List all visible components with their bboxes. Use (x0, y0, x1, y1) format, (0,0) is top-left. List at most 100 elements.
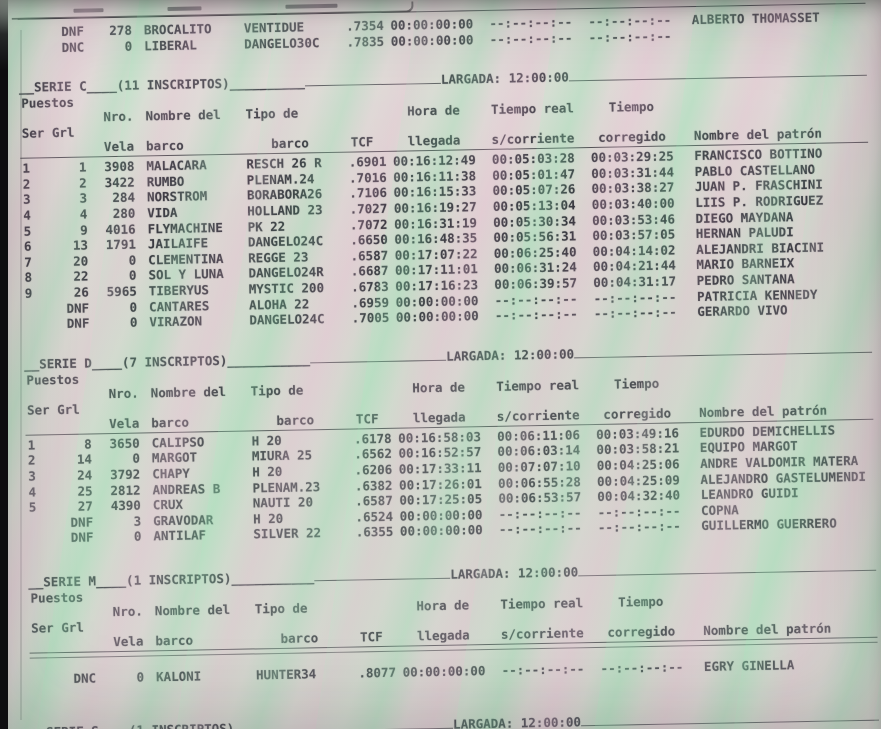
cell-nro-vela: 3792 (110, 466, 141, 483)
cell-nro-vela: 0 (129, 314, 138, 330)
cell-tcf: .7106 (349, 185, 388, 201)
cell-tipo-barco: PLENAM.24 (246, 171, 315, 188)
header-vela: Vela (109, 415, 140, 431)
cell-pos-serie: 1 (27, 437, 36, 453)
cell-nro-vela: 5965 (106, 283, 137, 300)
cell-nro-vela: 278 (109, 22, 133, 39)
header-nombre-del: Nombre del (150, 383, 227, 401)
header-barco: barco (145, 137, 184, 154)
cell-pos-general: 1 (78, 159, 87, 175)
cell-pos-serie: 4 (23, 207, 32, 223)
series-c-rows: 1 1 3908 MALACARA RESCH 26 R .6901 00:16… (20, 145, 871, 332)
cell-hora-llegada: 00:00:00:00 (395, 308, 479, 325)
underline (578, 558, 877, 577)
cell-hora-llegada: 00:17:07:22 (394, 245, 478, 263)
cell-hora-llegada: 00:00:00:00 (399, 522, 483, 539)
cell-hora-llegada: 00:16:19:27 (393, 199, 477, 216)
cell-pos-general: 4 (79, 206, 88, 222)
header-s-corriente: s/corriente (500, 625, 584, 642)
cell-nro-vela: 4390 (110, 497, 141, 514)
cell-tiempo-corregido: 00:04:21:44 (592, 257, 676, 275)
cell-tcf: .7072 (349, 216, 388, 233)
cell-patron (678, 36, 866, 40)
cell-pos-general: DNC (73, 670, 97, 686)
cell-nro-vela: 284 (112, 189, 136, 206)
result-row: DNC 0 KALONI HUNTER34 .8077 00:00:00:00 … (30, 656, 878, 688)
cell-tiempo-corregido: 00:03:49:16 (596, 425, 680, 442)
cell-pos-general: 26 (73, 284, 89, 300)
header-nombre-del: Nombre del (145, 107, 221, 124)
header-tipo-de: Tipo de (254, 600, 308, 617)
cell-pos-serie: 9 (24, 285, 33, 301)
header-tiempo: Tiempo (618, 593, 664, 610)
cell-hora-llegada: 00:16:52:57 (398, 444, 482, 461)
cell-patron: EGRY GINELLA (703, 657, 795, 674)
cell-tiempo-corregido: 00:03:53:46 (591, 210, 676, 228)
cell-tipo-barco: MIURA 25 (251, 447, 313, 464)
cell-nro-vela: 2812 (110, 482, 141, 498)
cell-pos-serie: 2 (27, 452, 36, 468)
cell-tipo-barco: DANGELO24C (249, 311, 325, 328)
cell-hora-llegada: 00:16:15:33 (393, 183, 477, 201)
cell-tcf: .7005 (351, 309, 390, 326)
cell-pos-general: 2 (79, 175, 87, 191)
cell-patron: GUILLERMO GUERRERO (701, 515, 837, 534)
header-nombre-patron: Nombre del patrón (693, 125, 823, 144)
header-s-corriente: s/corriente (496, 406, 580, 424)
cell-tiempo-corregido: 00:04:31:17 (593, 273, 677, 290)
cell-tcf: .6524 (355, 508, 394, 525)
header-nro: Nro. (112, 603, 143, 619)
cell-hora-llegada: 00:16:12:49 (392, 152, 476, 169)
cell-tipo-barco: HOLLAND 23 (247, 202, 323, 219)
underline (314, 566, 451, 582)
cell-nro-vela: 1791 (105, 236, 137, 253)
cell-tipo-barco: SILVER 22 (253, 525, 322, 542)
cell-hora-llegada: 00:16:48:35 (394, 230, 478, 247)
cell-pos-serie: 8 (24, 269, 33, 286)
header-tipo-de: Tipo de (245, 105, 299, 122)
cell-tipo-barco: VENTIDUE (243, 19, 305, 36)
cell-tiempo-corregido: 00:03:31:44 (591, 164, 675, 181)
cell-tipo-barco: H 20 (252, 463, 283, 480)
cell-pos-general: 25 (77, 482, 93, 499)
cell-nro-vela: 4016 (105, 221, 136, 237)
cell-nombre-barco: VIRAZON (149, 313, 203, 330)
cell-tiempo-real: --:--:--:-- (501, 661, 585, 678)
cell-pos-general: 27 (77, 498, 93, 514)
cell-tcf: .6178 (353, 430, 392, 447)
series-block-s: __SERIE S____(1 INSCRIPTOS)___________ L… (31, 709, 881, 729)
cell-tiempo-corregido: 00:04:14:02 (592, 242, 676, 259)
header-tiempo-real: Tiempo real (500, 595, 584, 612)
cell-hora-llegada: 00:17:33:11 (398, 460, 482, 477)
cell-pos-serie: 2 (22, 176, 31, 192)
cell-pos-general: 8 (83, 436, 92, 452)
cell-nro-vela: 3422 (104, 174, 135, 190)
cell-pos-general: 22 (73, 268, 89, 285)
cell-nombre-barco: LIBERAL (144, 37, 197, 54)
cell-tcf: .7016 (348, 169, 387, 186)
cell-tiempo-corregido: --:--:--:-- (593, 288, 677, 306)
header-hora-de: Hora de (406, 102, 460, 119)
header-llegada: llegada (407, 132, 461, 149)
cell-tiempo-real: --:--:--:-- (489, 29, 573, 47)
header-nro: Nro. (108, 385, 139, 401)
underline (568, 63, 867, 82)
cell-tiempo-corregido: --:--:--:-- (600, 659, 684, 676)
cell-tipo-barco: DANGELO24R (248, 264, 324, 281)
cell-tipo-barco: ALOHA 22 (248, 295, 310, 313)
cell-tipo-barco: NAUTI 20 (252, 494, 314, 511)
cell-pos-serie: 3 (22, 191, 31, 208)
header-corregido: corregido (597, 128, 666, 146)
header-llegada: llegada (412, 409, 466, 426)
cell-pos-general: DNF (66, 315, 90, 332)
cell-pos-general: 9 (79, 222, 88, 238)
largada-label: LARGADA: 12:00:00 (445, 346, 575, 364)
cell-tiempo-corregido: 00:03:38:27 (591, 179, 675, 197)
header-tipo-de: Tipo de (250, 382, 304, 399)
cell-pos-general: 20 (73, 253, 89, 269)
cell-tipo-barco: PLENAM.23 (252, 478, 321, 495)
header-barco: barco (151, 414, 190, 431)
cell-tipo-barco: H 20 (252, 510, 284, 527)
cell-tipo-barco: MYSTIC 200 (248, 280, 325, 297)
underline (309, 348, 447, 364)
